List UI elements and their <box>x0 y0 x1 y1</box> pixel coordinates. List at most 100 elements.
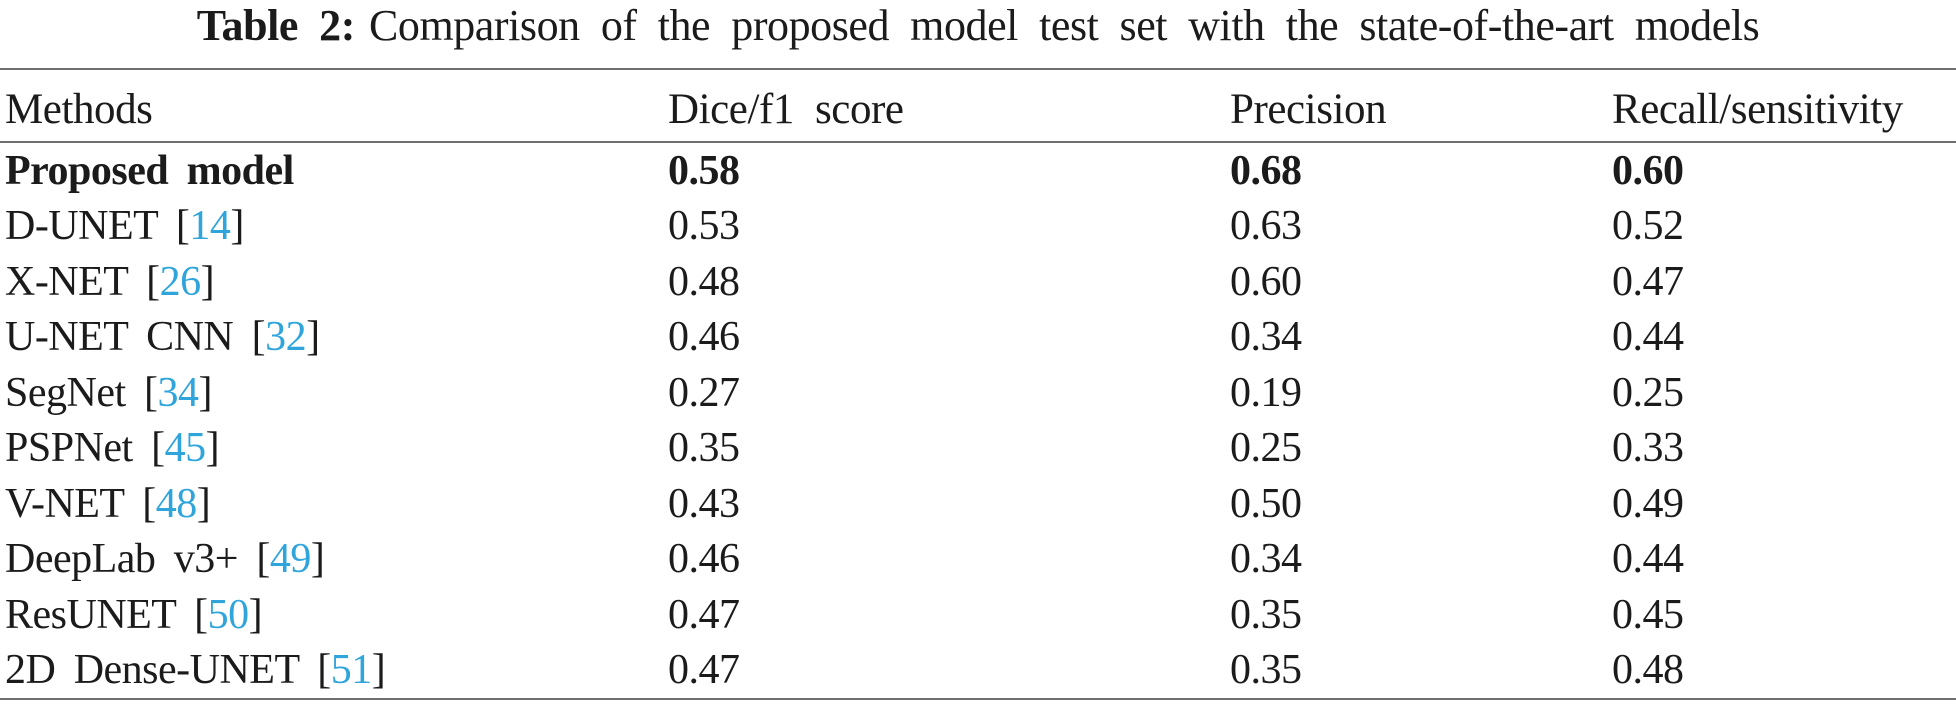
recall-value: 0.45 <box>1612 591 1684 638</box>
column-header-precision: Precision <box>1230 86 1387 133</box>
dice-value: 0.58 <box>668 147 740 194</box>
method-cell: SegNet [34] <box>5 369 668 417</box>
citation-bracket-close: ] <box>205 425 220 472</box>
citation-bracket-open: [ <box>142 480 156 527</box>
table-header-row: Methods Dice/f1 score Precision Recall/s… <box>0 70 1956 141</box>
citation-bracket-close: ] <box>306 314 320 361</box>
precision-value: 0.68 <box>1230 147 1302 194</box>
recall-value: 0.25 <box>1612 369 1684 416</box>
recall-value: 0.60 <box>1612 147 1684 194</box>
citation-link[interactable]: [51] <box>317 647 385 693</box>
table-row: 2D Dense-UNET [51] 0.47 0.35 0.48 <box>0 643 1956 699</box>
citation-bracket-close: ] <box>230 203 244 250</box>
table-row: PSPNet [45] 0.35 0.25 0.33 <box>0 421 1956 477</box>
citation-number[interactable]: 51 <box>330 647 373 694</box>
table-top-rule <box>0 68 1956 70</box>
citation-link[interactable]: [49] <box>256 536 324 582</box>
method-cell: ResUNET [50] <box>5 591 668 639</box>
method-cell: Proposed model <box>5 147 668 195</box>
table-row: SegNet [34] 0.27 0.19 0.25 <box>0 365 1956 421</box>
method-cell: 2D Dense-UNET [51] <box>5 646 668 694</box>
citation-link[interactable]: [48] <box>142 481 210 527</box>
citation-bracket-open: [ <box>144 369 158 416</box>
table-header-rule <box>0 141 1956 143</box>
method-name: 2D Dense-UNET <box>5 647 299 694</box>
precision-value: 0.25 <box>1230 425 1302 472</box>
dice-value: 0.47 <box>668 591 740 638</box>
method-cell: DeepLab v3+ [49] <box>5 535 668 583</box>
method-name: Proposed model <box>5 147 294 194</box>
method-name: V-NET <box>5 480 124 527</box>
citation-link[interactable]: [32] <box>252 314 320 360</box>
table-caption-label: Table 2: <box>196 1 356 50</box>
citation-link[interactable]: [14] <box>176 203 244 249</box>
precision-value: 0.35 <box>1230 591 1302 638</box>
method-name: U-NET CNN <box>5 314 234 361</box>
citation-bracket-close: ] <box>200 258 215 305</box>
recall-value: 0.52 <box>1612 203 1684 250</box>
recall-value: 0.44 <box>1612 314 1684 361</box>
citation-number[interactable]: 34 <box>157 369 200 416</box>
citation-link[interactable]: [45] <box>151 425 219 471</box>
citation-number[interactable]: 14 <box>189 203 231 250</box>
citation-bracket-close: ] <box>248 591 263 638</box>
citation-bracket-open: [ <box>175 203 190 250</box>
citation-link[interactable]: [26] <box>146 259 214 305</box>
recall-value: 0.49 <box>1612 480 1684 527</box>
method-name: PSPNet <box>5 425 133 472</box>
citation-bracket-open: [ <box>194 591 208 638</box>
citation-bracket-open: [ <box>256 536 270 583</box>
method-cell: X-NET [26] <box>5 258 668 306</box>
citation-number[interactable]: 32 <box>265 314 307 361</box>
precision-value: 0.19 <box>1230 369 1302 416</box>
citation-bracket-close: ] <box>371 647 386 694</box>
citation-number[interactable]: 45 <box>164 425 207 472</box>
recall-value: 0.33 <box>1612 425 1684 472</box>
method-cell: D-UNET [14] <box>5 202 668 250</box>
table-row: V-NET [48] 0.43 0.50 0.49 <box>0 476 1956 532</box>
column-header-dice-f1-score: Dice/f1 score <box>668 86 904 133</box>
citation-number[interactable]: 26 <box>159 258 202 305</box>
citation-bracket-open: [ <box>251 314 266 361</box>
dice-value: 0.53 <box>668 203 740 250</box>
method-name: DeepLab v3+ <box>5 536 238 583</box>
dice-value: 0.43 <box>668 480 740 527</box>
table-row: ResUNET [50] 0.47 0.35 0.45 <box>0 587 1956 643</box>
citation-bracket-open: [ <box>151 425 165 472</box>
table-row: Proposed model 0.58 0.68 0.60 <box>0 143 1956 199</box>
precision-value: 0.50 <box>1230 480 1302 527</box>
citation-number[interactable]: 50 <box>207 591 250 638</box>
column-header-methods: Methods <box>5 86 153 133</box>
dice-value: 0.46 <box>668 314 740 361</box>
method-cell: V-NET [48] <box>5 480 668 528</box>
precision-value: 0.63 <box>1230 203 1302 250</box>
table-body: Proposed model 0.58 0.68 0.60 D-UNET [14] 0.5… <box>0 143 1956 698</box>
citation-bracket-open: [ <box>146 258 160 305</box>
citation-number[interactable]: 48 <box>155 480 198 527</box>
citation-bracket-close: ] <box>310 536 325 583</box>
column-header-recall-sensitivity: Recall/sensitivity <box>1612 86 1903 133</box>
table-caption: Table 2: Comparison of the proposed model… <box>0 0 1956 68</box>
table-row: DeepLab v3+ [49] 0.46 0.34 0.44 <box>0 532 1956 588</box>
citation-link[interactable]: [50] <box>194 592 262 638</box>
citation-bracket-close: ] <box>196 480 211 527</box>
citation-number[interactable]: 49 <box>269 536 312 583</box>
table-row: D-UNET [14] 0.53 0.63 0.52 <box>0 199 1956 255</box>
dice-value: 0.27 <box>668 369 740 416</box>
method-cell: U-NET CNN [32] <box>5 313 668 361</box>
method-name: D-UNET <box>5 203 158 250</box>
method-name: X-NET <box>5 258 128 305</box>
table-caption-text: Comparison of the proposed model test se… <box>369 1 1760 50</box>
method-name: SegNet <box>5 369 126 416</box>
recall-value: 0.48 <box>1612 647 1684 694</box>
table-bottom-rule <box>0 698 1956 700</box>
dice-value: 0.48 <box>668 258 740 305</box>
method-name: ResUNET <box>5 591 176 638</box>
precision-value: 0.60 <box>1230 258 1302 305</box>
precision-value: 0.34 <box>1230 536 1302 583</box>
citation-bracket-close: ] <box>198 369 213 416</box>
method-cell: PSPNet [45] <box>5 424 668 472</box>
citation-link[interactable]: [34] <box>144 370 212 416</box>
precision-value: 0.35 <box>1230 647 1302 694</box>
